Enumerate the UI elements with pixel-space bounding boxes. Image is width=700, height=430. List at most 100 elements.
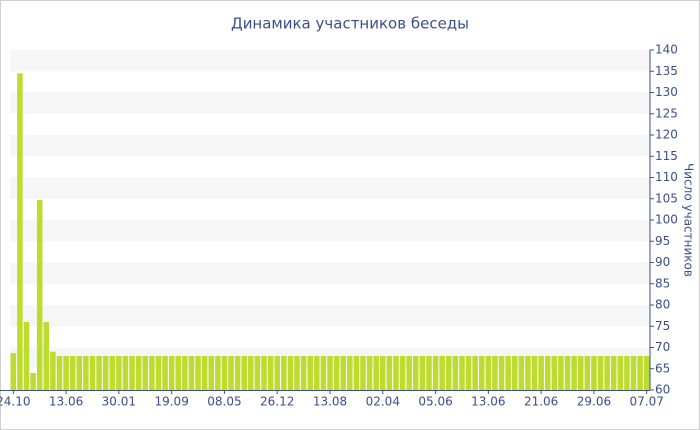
bar — [531, 356, 538, 390]
bar — [564, 356, 571, 390]
bar — [624, 356, 630, 390]
bar — [36, 200, 43, 390]
bar — [498, 356, 505, 390]
bar — [551, 356, 558, 390]
bar — [485, 356, 492, 390]
bar — [630, 356, 637, 390]
bar — [577, 356, 584, 390]
grid-band — [10, 220, 650, 242]
y-tick-label: 90 — [655, 255, 670, 269]
bar — [525, 356, 531, 390]
x-tick-label: 13.08 — [313, 395, 347, 409]
bar — [102, 356, 109, 390]
bar — [23, 322, 30, 390]
bar — [445, 356, 452, 390]
bar — [505, 356, 511, 390]
bar — [287, 356, 294, 390]
x-tick-label: 24.10 — [0, 395, 30, 409]
bar — [353, 356, 360, 390]
bar — [604, 356, 610, 390]
y-tick-label: 140 — [655, 43, 678, 57]
y-tick-label: 65 — [655, 361, 670, 375]
bar — [50, 351, 56, 390]
x-tick-label: 07.07 — [630, 395, 664, 409]
bar — [43, 322, 50, 390]
y-tick-label: 115 — [655, 149, 678, 163]
bar — [643, 356, 650, 390]
bar — [195, 356, 201, 390]
bar — [432, 356, 439, 390]
bar — [571, 356, 577, 390]
bar — [584, 356, 591, 390]
bar — [314, 356, 320, 390]
bar — [221, 356, 228, 390]
bar — [267, 356, 274, 390]
bar — [109, 356, 116, 390]
bar — [201, 356, 208, 390]
bar — [254, 356, 261, 390]
bar — [558, 356, 564, 390]
bar — [56, 356, 63, 390]
bar — [96, 356, 102, 390]
bar — [188, 356, 195, 390]
bar — [281, 356, 287, 390]
bar — [597, 356, 604, 390]
x-tick-label: 21.06 — [524, 395, 558, 409]
bar — [248, 356, 254, 390]
bar — [155, 356, 162, 390]
bar — [373, 356, 379, 390]
y-tick-label: 75 — [655, 319, 670, 333]
bar — [492, 356, 498, 390]
bar — [518, 356, 525, 390]
bar — [439, 356, 445, 390]
y-tick-label: 110 — [655, 170, 678, 184]
bar — [294, 356, 300, 390]
bar — [347, 356, 353, 390]
y-tick-label: 85 — [655, 276, 670, 290]
bar — [327, 356, 333, 390]
y-tick-label: 70 — [655, 340, 670, 354]
bar — [122, 356, 129, 390]
bar — [142, 356, 149, 390]
bar — [300, 356, 307, 390]
x-tick-label: 13.06 — [49, 395, 83, 409]
y-tick-label: 95 — [655, 234, 670, 248]
bar — [413, 356, 419, 390]
y-tick-label: 125 — [655, 106, 678, 120]
grid-band — [10, 177, 650, 199]
bar — [89, 356, 96, 390]
x-tick-label: 30.01 — [102, 395, 136, 409]
bar — [261, 356, 267, 390]
bar — [208, 356, 215, 390]
y-tick-label: 135 — [655, 64, 678, 78]
y-tick-label: 80 — [655, 298, 670, 312]
grid-band — [10, 50, 650, 72]
x-tick-label: 13.06 — [471, 395, 505, 409]
bar — [83, 356, 89, 390]
bar — [360, 356, 366, 390]
bar — [333, 356, 340, 390]
x-tick-label: 29.06 — [577, 395, 611, 409]
bar — [234, 356, 241, 390]
bar — [637, 356, 643, 390]
y-tick-label: 130 — [655, 85, 678, 99]
bar — [69, 356, 76, 390]
y-tick-label: 105 — [655, 191, 678, 205]
bar — [215, 356, 221, 390]
bar — [30, 373, 36, 390]
bar — [399, 356, 406, 390]
bar — [419, 356, 426, 390]
bar — [465, 356, 472, 390]
bar — [591, 356, 597, 390]
y-axis-title: Число участников — [682, 163, 696, 277]
grid-band — [10, 92, 650, 114]
bar — [241, 356, 247, 390]
x-tick-label: 05.06 — [418, 395, 452, 409]
bar — [386, 356, 393, 390]
bar — [168, 356, 175, 390]
grid-band — [10, 262, 650, 284]
bar — [452, 356, 459, 390]
bar — [380, 356, 386, 390]
